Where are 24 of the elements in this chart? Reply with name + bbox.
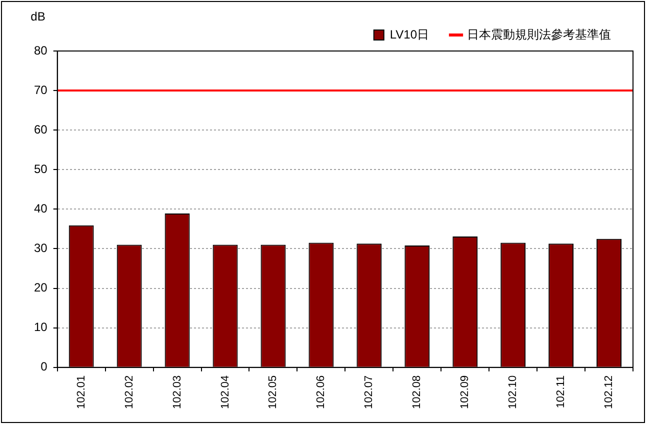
y-tick-label: 30 [34,241,48,256]
y-tick-label: 0 [40,360,48,374]
y-tick-label: 80 [34,43,48,58]
x-tick-label: 102.04 [219,375,232,410]
x-tick-label: 102.08 [411,375,424,410]
legend-label: LV10日 [390,27,430,42]
x-tick-label: 102.03 [171,375,184,410]
y-tick-label: 20 [34,280,48,295]
y-axis-title: dB [30,9,46,24]
x-tick-label: 102.09 [459,375,472,410]
y-tick-label: 60 [34,122,48,136]
y-tick-label: 10 [34,320,48,334]
y-tick-label: 70 [34,82,48,97]
x-tick-label: 102.02 [123,375,136,410]
x-tick-label: 102.07 [363,375,376,410]
y-tick-label: 50 [34,162,48,176]
x-tick-label: 102.06 [315,375,328,410]
x-tick-label: 102.10 [507,375,520,410]
x-tick-label: 102.05 [267,375,280,410]
x-tick-label: 102.01 [75,375,88,410]
y-tick-label: 40 [34,201,48,216]
x-tick-label: 102.11 [555,375,568,408]
x-tick-label: 102.12 [603,375,616,410]
legend-label: 日本震動規則法參考基準值 [467,27,611,42]
